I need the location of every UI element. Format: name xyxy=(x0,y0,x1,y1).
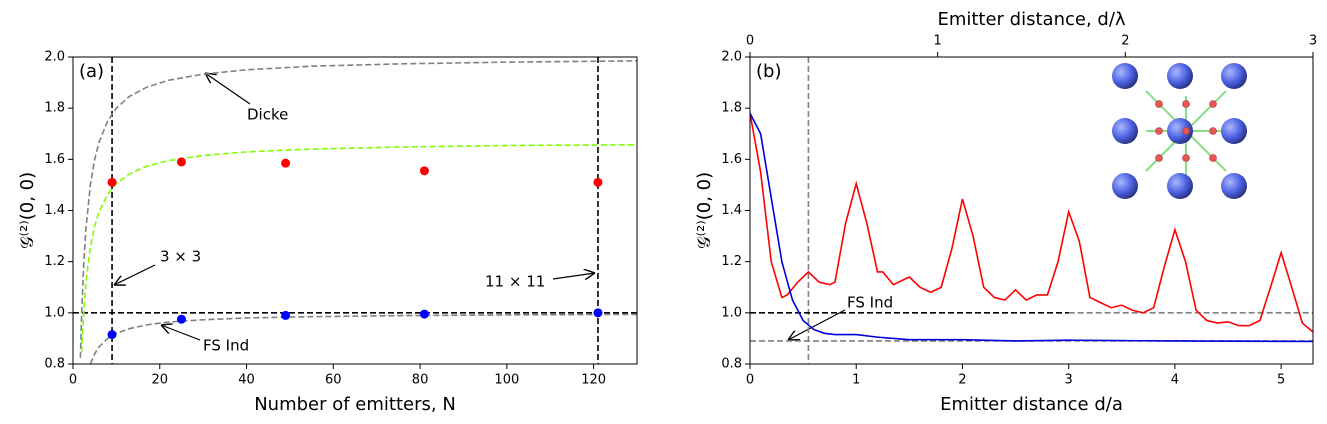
x-tick-label: 120 xyxy=(581,373,606,388)
curve xyxy=(89,313,637,364)
inset xyxy=(1112,63,1247,199)
annotation: Dicke xyxy=(247,106,288,124)
x-tick-label: 100 xyxy=(494,373,519,388)
x-tick-label: 0 xyxy=(69,373,77,388)
axes-frame xyxy=(72,56,638,365)
x2-tick-label: 1 xyxy=(934,34,942,49)
data-point xyxy=(419,166,429,176)
curve xyxy=(750,113,1313,333)
y-tick-label: 2.0 xyxy=(721,50,742,65)
y-tick-label: 1.4 xyxy=(44,203,65,218)
data-point xyxy=(281,310,291,320)
x-tick-label: 80 xyxy=(412,373,429,388)
y-tick-label: 1.8 xyxy=(721,101,742,116)
x2-axis-label: Emitter distance, d/λ xyxy=(937,9,1125,30)
x-tick-label: 0 xyxy=(746,373,754,388)
plot-area xyxy=(73,57,637,364)
y-tick-label: 0.8 xyxy=(721,357,742,372)
y-tick-label: 2.0 xyxy=(44,50,65,65)
x-tick-label: 60 xyxy=(325,373,342,388)
annotation: 11 × 11 xyxy=(485,273,545,291)
plot-area xyxy=(750,57,1313,364)
x-tick-label: 20 xyxy=(151,373,168,388)
panel-label: (a) xyxy=(79,61,104,82)
panel-label: (b) xyxy=(756,61,781,82)
y-tick-label: 1.4 xyxy=(721,203,742,218)
x-tick-label: 4 xyxy=(1171,373,1179,388)
y-axis-label: 𝒢⁽²⁾(0, 0) xyxy=(694,172,715,249)
x-tick-label: 5 xyxy=(1277,373,1285,388)
data-point xyxy=(107,330,117,340)
x-tick-label: 1 xyxy=(852,373,860,388)
data-point xyxy=(281,158,291,168)
curve xyxy=(80,143,637,353)
curve xyxy=(750,112,1313,343)
data-point xyxy=(593,308,603,318)
x-tick-label: 3 xyxy=(1065,373,1073,388)
annotation: FS Ind xyxy=(847,294,893,312)
y-tick-label: 1.6 xyxy=(721,152,742,167)
data-point xyxy=(593,177,603,187)
data-point xyxy=(107,177,117,187)
y-tick-label: 1.2 xyxy=(44,254,65,269)
y-tick-label: 1.2 xyxy=(721,254,742,269)
curve xyxy=(79,60,637,358)
y-tick-label: 1.8 xyxy=(44,101,65,116)
y-tick-label: 1.6 xyxy=(44,152,65,167)
annotation: 3 × 3 xyxy=(160,248,201,266)
x-tick-label: 2 xyxy=(958,373,966,388)
x2-tick-label: 3 xyxy=(1309,34,1317,49)
y-tick-label: 1.0 xyxy=(44,305,65,320)
x-axis-label: Emitter distance d/a xyxy=(940,394,1123,415)
annotation: FS Ind xyxy=(203,337,249,355)
annotation-arrows xyxy=(114,73,846,340)
x-tick-label: 40 xyxy=(238,373,255,388)
y-tick-label: 0.8 xyxy=(44,357,65,372)
x-axis-label: Number of emitters, N xyxy=(254,394,456,415)
data-point xyxy=(176,314,186,324)
data-point xyxy=(419,309,429,319)
x2-tick-label: 0 xyxy=(746,34,754,49)
x2-tick-label: 2 xyxy=(1121,34,1129,49)
y-axis-label: 𝒢⁽²⁾(0, 0) xyxy=(17,172,38,249)
axes-frame xyxy=(749,56,1314,365)
y-tick-label: 1.0 xyxy=(721,305,742,320)
data-point xyxy=(176,157,186,167)
